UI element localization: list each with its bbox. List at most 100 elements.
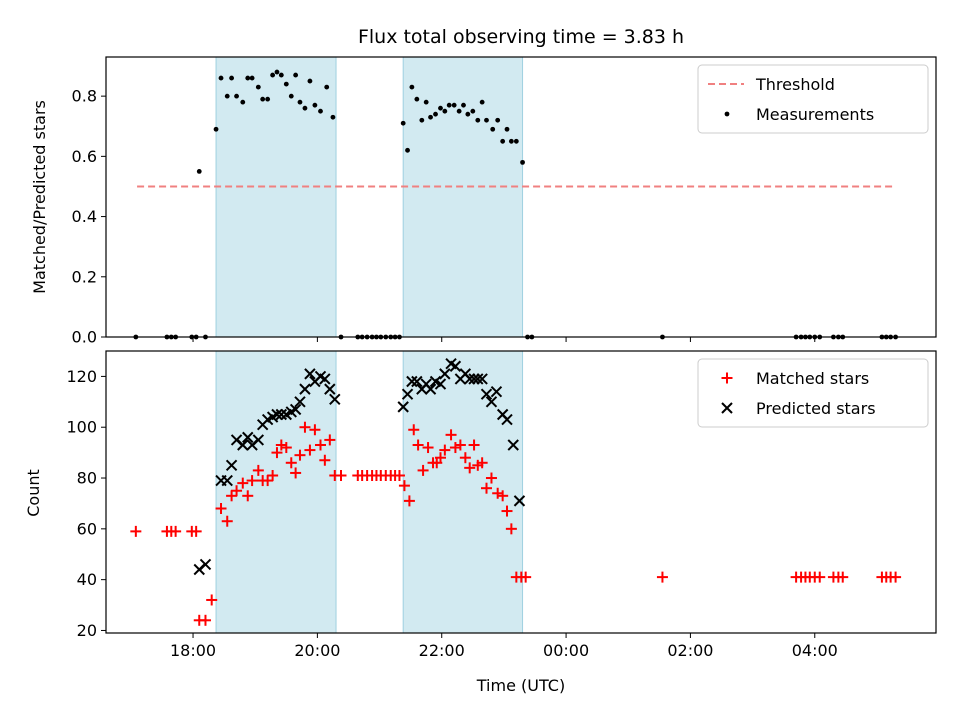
y-tick-label: 100: [66, 418, 97, 437]
data-point: [445, 429, 457, 441]
data-point: [500, 138, 506, 144]
data-point: [403, 495, 415, 507]
data-point: [294, 449, 306, 461]
x-tick-label: 18:00: [170, 641, 216, 660]
data-point: [439, 444, 451, 456]
observing-window-shade: [402, 350, 524, 634]
data-point: [224, 93, 230, 99]
data-point: [196, 169, 202, 174]
data-point: [252, 434, 265, 446]
legend-box: [697, 358, 929, 428]
data-point: [397, 401, 409, 413]
data-point: [289, 403, 302, 416]
marker-stroke: [242, 431, 254, 444]
data-point: [278, 72, 284, 78]
data-point: [271, 408, 283, 421]
data-point: [283, 81, 289, 87]
legend-label: Predicted stars: [756, 399, 876, 418]
observing-window-shade: [215, 56, 337, 338]
data-point: [837, 571, 849, 583]
marker-stroke: [275, 408, 288, 421]
data-point: [479, 99, 485, 105]
y-tick-label: 120: [66, 367, 97, 386]
marker-stroke: [485, 396, 498, 408]
marker-stroke: [424, 383, 437, 395]
data-point: [520, 159, 525, 165]
data-point: [405, 147, 410, 153]
data-point: [275, 408, 288, 421]
data-point: [439, 368, 451, 380]
legend-swatch-dot: [724, 111, 730, 117]
data-point: [414, 96, 420, 102]
data-point: [468, 373, 480, 385]
data-point: [438, 105, 443, 111]
y-tick-label: 0.6: [72, 147, 97, 166]
data-point: [215, 503, 227, 515]
data-point: [252, 464, 264, 476]
marker-stroke: [230, 434, 243, 446]
data-point: [199, 558, 212, 571]
marker-stroke: [434, 378, 447, 390]
data-point: [335, 469, 347, 481]
data-point: [293, 72, 299, 78]
data-point: [299, 383, 311, 395]
data-point: [262, 475, 274, 487]
data-point: [464, 373, 476, 385]
marker-stroke: [439, 368, 451, 380]
bottom-panel: 20 40 60 80 100 120 18:00 20:00 22:00 00:00 02:00 0…: [66, 350, 937, 660]
data-point: [307, 78, 313, 84]
x-tick-label: 22:00: [419, 641, 465, 660]
data-point: [464, 462, 476, 474]
marker-stroke: [294, 396, 306, 408]
data-point: [271, 447, 283, 459]
data-point: [312, 102, 318, 108]
data-point: [890, 571, 902, 583]
y-tick-label: 0.8: [72, 87, 97, 106]
marker-stroke: [472, 373, 484, 385]
data-point: [501, 505, 513, 517]
observing-window-shade: [402, 56, 524, 338]
data-point: [434, 452, 446, 464]
marker-stroke: [501, 413, 513, 426]
chart-title: Flux total observing time = 3.83 h: [358, 26, 684, 48]
legend-box: [697, 64, 929, 134]
x-tick-label: 20:00: [294, 641, 340, 660]
x-tick-label: 00:00: [543, 641, 589, 660]
data-point: [456, 108, 462, 114]
data-point: [433, 111, 438, 117]
data-point: [508, 138, 514, 144]
data-point: [484, 117, 489, 123]
data-point: [409, 84, 415, 90]
data-point: [221, 474, 233, 487]
marker-stroke: [397, 401, 409, 413]
data-point: [318, 108, 323, 114]
data-point: [459, 452, 471, 464]
data-point: [304, 444, 316, 456]
top-legend: Threshold Measurements: [697, 64, 929, 134]
data-point: [411, 375, 423, 388]
data-point: [206, 594, 218, 606]
data-point: [476, 457, 488, 469]
marker-stroke: [401, 388, 414, 400]
y-tick-label: 0.4: [72, 207, 97, 226]
data-point: [408, 424, 420, 436]
data-point: [246, 475, 258, 487]
data-point: [442, 108, 448, 114]
data-point: [476, 373, 488, 385]
data-point: [199, 614, 211, 626]
legend-swatch-cross: [721, 402, 733, 414]
data-point: [324, 434, 336, 446]
data-point: [497, 490, 509, 502]
y-tick-label: 0.2: [72, 267, 97, 286]
data-point: [309, 424, 321, 436]
legend-label: Threshold: [755, 75, 835, 94]
data-point: [475, 117, 481, 123]
data-point: [226, 490, 238, 502]
x-tick-label: 02:00: [667, 641, 713, 660]
marker-stroke: [304, 368, 316, 380]
data-point: [446, 102, 452, 108]
data-point: [275, 439, 287, 451]
marker-stroke: [289, 403, 302, 416]
data-point: [480, 482, 492, 494]
data-point: [237, 439, 249, 451]
